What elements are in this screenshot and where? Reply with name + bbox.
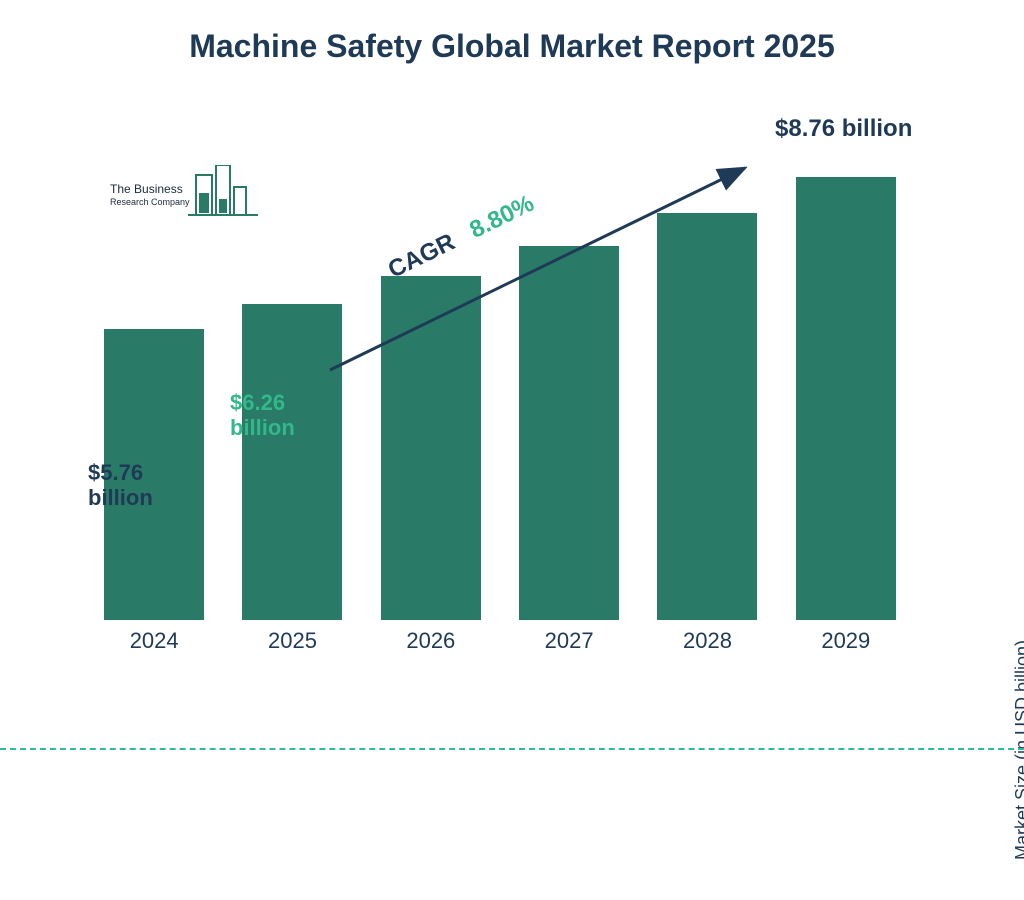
bottom-dashed-rule [0, 748, 1024, 750]
bar-slot: 2027 [500, 246, 638, 620]
bar-slot: 2025 [223, 304, 361, 620]
bar-slot: 2028 [638, 213, 776, 620]
bar [242, 304, 342, 620]
x-tick-label: 2027 [500, 628, 638, 654]
x-tick-label: 2029 [777, 628, 915, 654]
page-title: Machine Safety Global Market Report 2025 [0, 28, 1024, 65]
bar-slot: 2029 [777, 177, 915, 620]
x-tick-label: 2024 [85, 628, 223, 654]
value-label-2025: $6.26 billion [230, 390, 340, 441]
value-label-2024: $5.76 billion [88, 460, 198, 511]
x-tick-label: 2025 [223, 628, 361, 654]
bar [381, 276, 481, 620]
bar [519, 246, 619, 620]
y-axis-label: Market Size (in USD billion) [1012, 600, 1024, 900]
x-tick-label: 2026 [362, 628, 500, 654]
x-tick-label: 2028 [638, 628, 776, 654]
title-text: Machine Safety Global Market Report 2025 [189, 28, 835, 64]
bar [796, 177, 896, 620]
value-label-2029: $8.76 billion [775, 115, 955, 143]
bar [657, 213, 757, 620]
bar-slot: 2026 [362, 276, 500, 620]
